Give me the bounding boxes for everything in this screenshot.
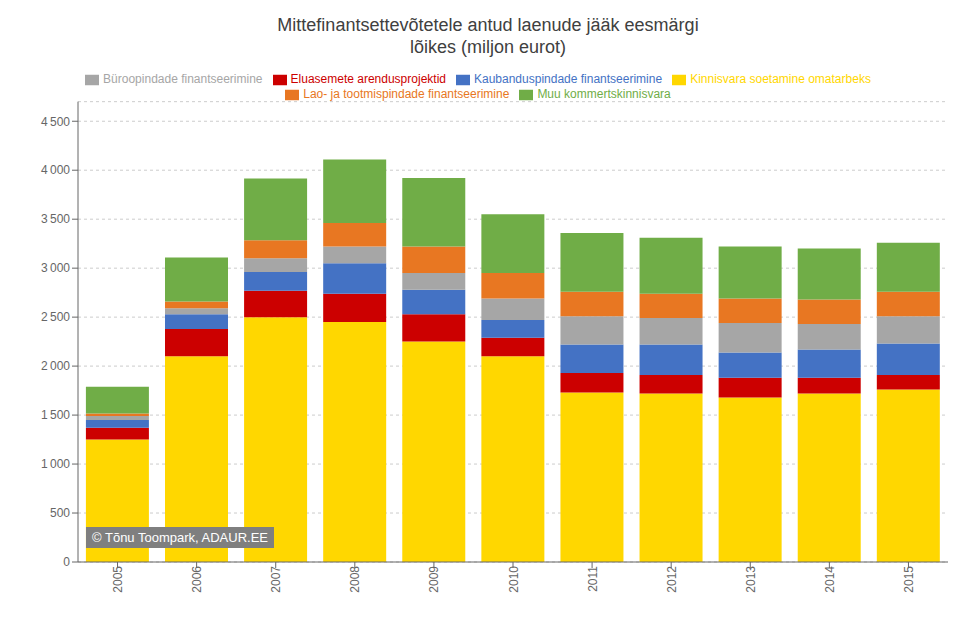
svg-text:2014: 2014 <box>823 566 837 593</box>
svg-text:3 000: 3 000 <box>41 261 70 275</box>
svg-text:3 500: 3 500 <box>41 212 70 226</box>
svg-text:2007: 2007 <box>269 566 283 593</box>
svg-text:2009: 2009 <box>427 566 441 593</box>
svg-text:2 500: 2 500 <box>41 310 70 324</box>
svg-text:2 000: 2 000 <box>41 359 70 373</box>
html-text:Eluasemete arendusprojektid: Eluasemete arendusprojektid <box>290 72 446 86</box>
svg-text:4 000: 4 000 <box>41 163 70 177</box>
html-text:Kaubanduspindade finantseerimi: Kaubanduspindade finantseerimine <box>474 72 663 86</box>
svg-text:1 000: 1 000 <box>41 457 70 471</box>
svg-text:2012: 2012 <box>665 566 679 593</box>
svg-text:2006: 2006 <box>190 566 204 593</box>
svg-text:2015: 2015 <box>902 566 916 593</box>
html-text:Lao- ja tootmispindade finants: Lao- ja tootmispindade finantseerimine <box>303 86 510 101</box>
svg-text:1 500: 1 500 <box>41 408 70 422</box>
html-text:Mittefinantsettevõtetele antud: Mittefinantsettevõtetele antud laenude j… <box>277 15 699 57</box>
html-text:Kinnisvara soetamine omatarbek: Kinnisvara soetamine omatarbeks <box>690 72 871 86</box>
html-text:Muu kommertskinnisvara: Muu kommertskinnisvara <box>537 86 671 101</box>
svg-text:2008: 2008 <box>348 566 362 593</box>
html-text:© Tõnu Toompark, ADAUR.EE: © Tõnu Toompark, ADAUR.EE <box>92 530 268 545</box>
svg-text:2010: 2010 <box>507 566 521 593</box>
svg-text:2011: 2011 <box>586 566 600 592</box>
svg-text:2005: 2005 <box>111 566 125 593</box>
svg-text:2013: 2013 <box>744 566 758 593</box>
svg-text:4 500: 4 500 <box>41 115 70 129</box>
svg-text:0: 0 <box>63 555 70 569</box>
html-text:Büroopindade finantseerimine: Büroopindade finantseerimine <box>103 72 263 86</box>
svg-text:500: 500 <box>50 506 70 520</box>
